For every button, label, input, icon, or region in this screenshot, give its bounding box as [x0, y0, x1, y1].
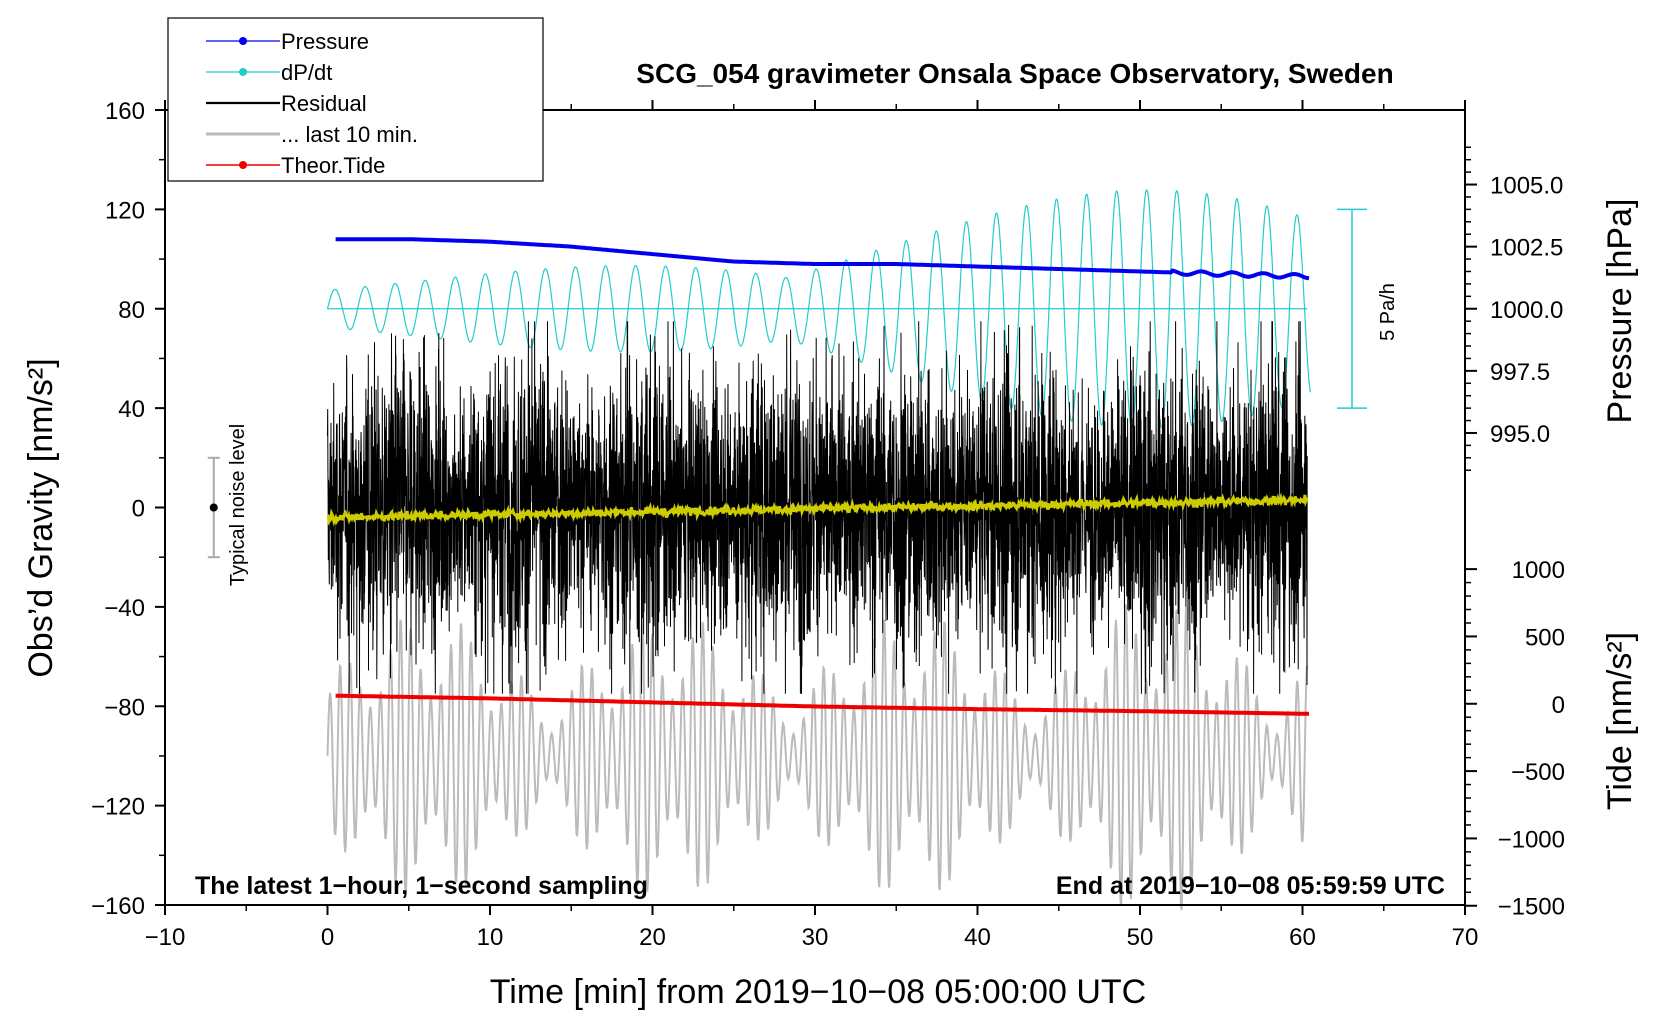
- x-tick-label: 20: [639, 924, 666, 951]
- x-tick-label: 70: [1452, 924, 1479, 951]
- tide-tick-label: −500: [1511, 759, 1565, 786]
- y-tick-label: −80: [104, 694, 145, 721]
- y-axis-title-left: Obs’d Gravity [nm/s²]: [22, 358, 60, 677]
- legend-label: Residual: [281, 91, 367, 116]
- y-tick-label: −40: [104, 595, 145, 622]
- tide-tick-label: 500: [1525, 624, 1565, 651]
- y-axis-title-pressure: Pressure [hPa]: [1601, 199, 1639, 424]
- theor-tide-line: [335, 693, 1309, 716]
- pressure-tick-label: 1005.0: [1490, 173, 1563, 200]
- y-tick-label: 40: [118, 396, 145, 423]
- pressure-tick-label: 1000.0: [1490, 297, 1563, 324]
- x-tick-label: 60: [1289, 924, 1316, 951]
- pressure-tick-label: 995.0: [1490, 421, 1550, 448]
- pressure-tick-label: 1002.5: [1490, 235, 1563, 262]
- last-10-min-line: [326, 604, 1308, 910]
- note-right: End at 2019−10−08 05:59:59 UTC: [1056, 872, 1445, 900]
- tide-tick-label: −1000: [1498, 826, 1565, 853]
- y-tick-label: 80: [118, 297, 145, 324]
- x-tick-label: 50: [1127, 924, 1154, 951]
- ticks-layer: −10 0 10 20 30 40 50 60 70 −160 −120 −80 −40 0 40 80 120…: [91, 98, 1565, 951]
- pressure-line: [335, 237, 1310, 281]
- x-tick-label: 10: [477, 924, 504, 951]
- noise-level-label: Typical noise level: [227, 424, 249, 586]
- legend-marker: [239, 161, 247, 169]
- y-tick-label: 160: [105, 98, 145, 125]
- x-tick-label: 40: [964, 924, 991, 951]
- y-tick-label: 120: [105, 197, 145, 224]
- tide-tick-label: −1500: [1498, 894, 1565, 921]
- legend-marker: [239, 68, 247, 76]
- legend-label: dP/dt: [281, 60, 332, 85]
- legend: Pressure dP/dt Residual ... last 10 min. The…: [167, 17, 544, 182]
- y-tick-label: 0: [132, 496, 145, 523]
- x-tick-label: 30: [802, 924, 829, 951]
- noise-bar-dot: [209, 503, 218, 512]
- dpdt-line: [326, 189, 1311, 429]
- y-axis-title-tide: Tide [nm/s²]: [1601, 632, 1639, 810]
- legend-box: [167, 17, 544, 182]
- pressure-tick-label: 997.5: [1490, 359, 1550, 386]
- x-tick-label: −10: [145, 924, 186, 951]
- legend-marker: [239, 37, 247, 45]
- data-layer: [207, 189, 1367, 910]
- y-tick-label: −160: [91, 893, 145, 920]
- residual-line: [327, 321, 1308, 694]
- legend-label: ... last 10 min.: [281, 122, 418, 147]
- legend-label: Theor.Tide: [281, 153, 385, 178]
- legend-label: Pressure: [281, 29, 369, 54]
- smoothed-residual-line: [326, 492, 1309, 527]
- note-left: The latest 1−hour, 1−second sampling: [195, 872, 648, 900]
- x-axis-title: Time [min] from 2019−10−08 05:00:00 UTC: [490, 973, 1146, 1011]
- tide-tick-label: 0: [1552, 692, 1565, 719]
- chart-title: SCG_054 gravimeter Onsala Space Observat…: [636, 58, 1393, 89]
- y-tick-label: −120: [91, 794, 145, 821]
- dpdt-scale-label: 5 Pa/h: [1377, 283, 1399, 341]
- x-tick-label: 0: [321, 924, 334, 951]
- tide-tick-label: 1000: [1512, 557, 1565, 584]
